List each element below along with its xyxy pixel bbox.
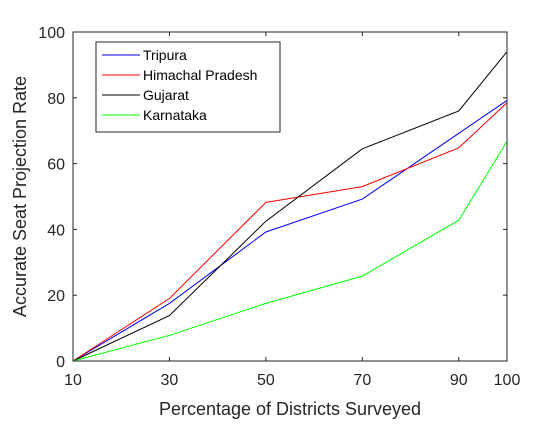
legend: Tripura Himachal Pradesh Gujarat Karnataka: [95, 41, 281, 133]
legend-box: [95, 41, 281, 133]
x-tick-label-0: 10: [64, 372, 82, 389]
y-tick-label-4: 80: [47, 91, 65, 108]
x-tick-label-5: 100: [494, 372, 521, 389]
y-tick-label-5: 100: [38, 25, 65, 42]
x-axis-label: Percentage of Districts Surveyed: [159, 399, 421, 419]
x-tick-label-2: 50: [257, 372, 275, 389]
x-tick-label-3: 70: [353, 372, 371, 389]
x-tick-label-1: 30: [161, 372, 179, 389]
x-tick-label-4: 90: [450, 372, 468, 389]
axes-box: [72, 31, 508, 362]
y-axis-label: Accurate Seat Projection Rate: [10, 76, 30, 317]
series-line-3: [72, 140, 508, 362]
axes-layer: 10 30 50 70 90 100 0 20 40 60 80 100: [38, 25, 520, 389]
legend-label-1: Himachal Pradesh: [143, 67, 257, 83]
series-layer: [72, 51, 508, 362]
series-line-2: [72, 51, 508, 362]
legend-label-3: Karnataka: [143, 107, 207, 123]
y-tick-label-0: 0: [56, 354, 65, 371]
legend-label-2: Gujarat: [143, 87, 189, 103]
y-tick-label-3: 60: [47, 157, 65, 174]
legend-label-0: Tripura: [143, 47, 187, 63]
y-tick-label-2: 40: [47, 222, 65, 239]
series-line-0: [72, 99, 508, 362]
series-line-1: [72, 102, 508, 362]
y-tick-label-1: 20: [47, 288, 65, 305]
